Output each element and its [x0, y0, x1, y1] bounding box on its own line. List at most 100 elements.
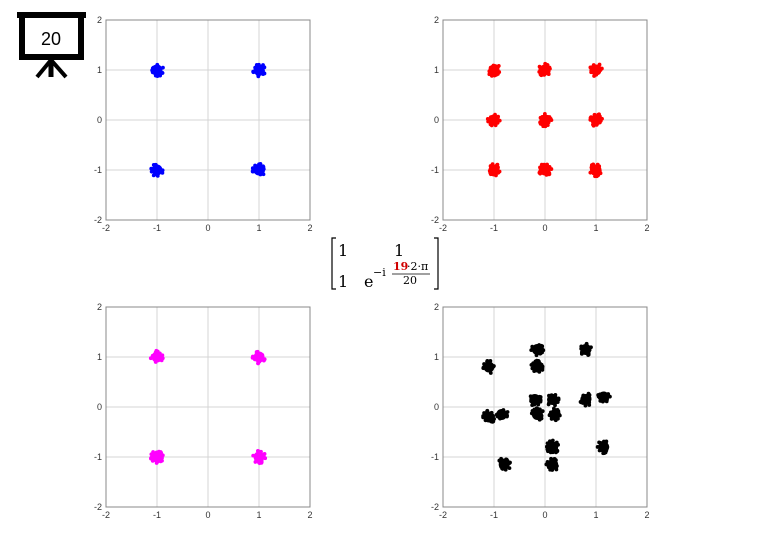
- data-point: [488, 359, 493, 363]
- data-point-cluster: [595, 439, 610, 456]
- data-point: [593, 170, 598, 175]
- data-point: [554, 467, 559, 472]
- data-point-cluster: [481, 359, 496, 375]
- data-point: [255, 165, 260, 170]
- plot-frame: [105, 19, 311, 221]
- data-point: [253, 65, 258, 70]
- data-point: [530, 366, 535, 371]
- data-point: [555, 449, 559, 454]
- data-point: [497, 118, 502, 123]
- x-tick-label: 2: [307, 223, 312, 233]
- y-tick-label: -1: [431, 165, 439, 175]
- data-point: [505, 410, 510, 414]
- x-tick-label: 2: [307, 510, 312, 520]
- matrix-left-bracket: [331, 237, 336, 290]
- data-point: [253, 460, 258, 464]
- data-point: [539, 73, 544, 78]
- data-point: [494, 69, 499, 74]
- data-point: [503, 463, 508, 468]
- y-tick-label: -1: [431, 452, 439, 462]
- data-point: [593, 174, 597, 179]
- data-point: [596, 170, 601, 175]
- data-point: [251, 453, 256, 458]
- data-point-cluster: [487, 63, 502, 78]
- data-point: [262, 452, 267, 456]
- data-point-cluster: [544, 456, 559, 472]
- data-point: [548, 410, 553, 415]
- data-point-cluster: [588, 112, 604, 128]
- data-point: [580, 398, 584, 403]
- data-point: [158, 357, 162, 361]
- data-point: [545, 441, 550, 446]
- data-point: [549, 118, 554, 123]
- data-point: [529, 363, 534, 367]
- data-point: [549, 167, 554, 171]
- data-point: [585, 393, 590, 398]
- plot-frame: [442, 19, 648, 221]
- data-point-cluster: [250, 349, 267, 366]
- y-tick-label: 2: [434, 15, 439, 25]
- data-point: [534, 400, 538, 405]
- data-point: [587, 403, 592, 407]
- data-point-cluster: [537, 61, 552, 78]
- data-point: [496, 114, 501, 119]
- data-point: [586, 353, 591, 357]
- y-tick-label: -2: [94, 502, 102, 512]
- y-tick-label: 2: [97, 15, 102, 25]
- data-point: [261, 168, 265, 173]
- data-point: [556, 409, 561, 414]
- data-point: [602, 391, 607, 396]
- y-tick-label: 0: [97, 402, 102, 412]
- plot-frame: [105, 306, 311, 508]
- data-point: [550, 398, 555, 403]
- data-point-cluster: [547, 406, 562, 423]
- x-tick-label: 1: [256, 510, 261, 520]
- data-point: [549, 414, 554, 419]
- slide-number: 20: [41, 29, 61, 49]
- data-point: [485, 413, 490, 418]
- data-point: [493, 123, 498, 128]
- data-point-cluster: [529, 406, 545, 422]
- x-tick-label: 1: [256, 223, 261, 233]
- data-point: [554, 400, 558, 405]
- data-point: [553, 403, 557, 408]
- data-point-cluster: [579, 341, 593, 357]
- data-point: [547, 393, 551, 398]
- data-point: [597, 448, 602, 453]
- data-point: [594, 118, 599, 122]
- data-point: [490, 419, 495, 423]
- data-point: [488, 172, 493, 177]
- x-tick-label: 0: [542, 223, 547, 233]
- data-point: [545, 460, 550, 464]
- data-point: [589, 68, 594, 72]
- y-tick-label: -2: [94, 215, 102, 225]
- data-point: [597, 63, 602, 68]
- data-point: [545, 444, 549, 449]
- data-point: [546, 463, 551, 468]
- y-tick-label: -1: [94, 452, 102, 462]
- data-point: [591, 122, 595, 127]
- data-point: [154, 453, 158, 458]
- data-point: [150, 353, 155, 358]
- data-point: [549, 448, 554, 453]
- data-point: [590, 116, 595, 121]
- data-point: [550, 438, 555, 443]
- data-point: [161, 65, 165, 70]
- data-point: [583, 403, 588, 408]
- data-point-cluster: [487, 162, 502, 178]
- data-point: [555, 464, 559, 468]
- matrix-cell-r2c1: 1: [338, 272, 348, 291]
- data-point: [256, 67, 260, 72]
- data-point: [257, 357, 261, 362]
- data-point: [488, 371, 493, 375]
- data-point: [494, 169, 499, 173]
- matrix-cell-r1c1: 1: [338, 241, 348, 260]
- x-tick-label: -1: [490, 510, 498, 520]
- data-point: [552, 406, 556, 411]
- data-point: [251, 69, 256, 74]
- data-point: [482, 411, 487, 415]
- data-point: [538, 362, 543, 366]
- y-tick-label: 1: [434, 65, 439, 75]
- x-tick-label: -1: [490, 223, 498, 233]
- data-point: [487, 119, 492, 124]
